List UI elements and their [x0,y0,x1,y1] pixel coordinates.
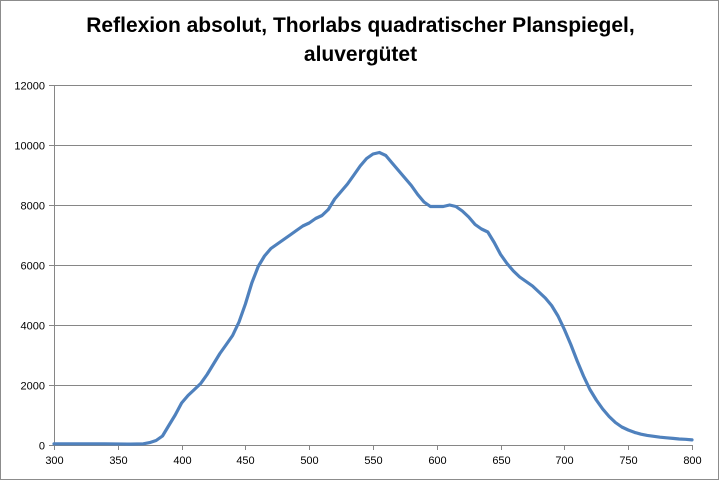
gridlines [54,85,692,386]
x-tick-label: 300 [45,455,63,467]
x-tick-label: 500 [300,455,318,467]
x-tick-label: 750 [619,455,637,467]
y-tick-label: 0 [39,441,45,453]
y-tick-label: 12000 [14,81,45,93]
chart-title-line-2: aluvergütet [303,43,418,66]
y-tick-label: 4000 [21,321,45,333]
chart-title: Reflexion absolut, Thorlabs quadratische… [1,11,719,69]
x-tick-label: 550 [364,455,382,467]
x-tick-label: 600 [428,455,446,467]
tick-labels: 0 2000 4000 6000 8000 10000 12000 300 350 400 450 5… [14,81,701,468]
x-tick-label: 650 [492,455,510,467]
y-tick-label: 6000 [21,261,45,273]
x-tick-label: 350 [109,455,127,467]
chart-title-line-1: Reflexion absolut, Thorlabs quadratische… [86,14,635,37]
y-tick-label: 2000 [21,381,45,393]
x-tick-label: 700 [555,455,573,467]
y-tick-label: 8000 [21,201,45,213]
x-tick-label: 450 [236,455,254,467]
x-tick-label: 800 [683,455,701,467]
series-layer [52,150,694,446]
series-line-0 [52,150,694,446]
y-tick-label: 10000 [14,141,45,153]
axes [49,85,693,450]
x-tick-label: 400 [173,455,191,467]
